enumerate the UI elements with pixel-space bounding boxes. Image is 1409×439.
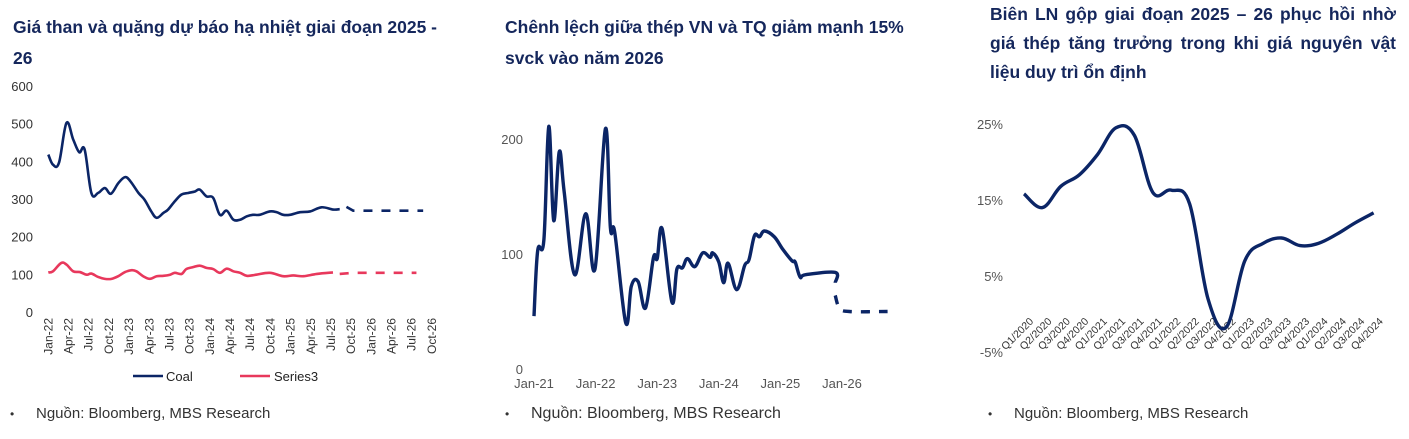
x-tick-label: Oct-24: [263, 318, 277, 354]
x-tick-label: Q3/2021: [1110, 316, 1147, 353]
x-tick-label: Q3/2023: [1257, 316, 1294, 353]
source-text: Nguồn: Bloomberg, MBS Research: [531, 405, 781, 422]
x-tick-label: Apr-23: [142, 318, 156, 354]
x-tick-label: Q1/2023: [1220, 316, 1257, 353]
y-tick-label: 500: [11, 117, 33, 132]
x-tick-label: Jan-24: [203, 318, 217, 355]
x-tick-label: Apr-26: [385, 318, 399, 354]
x-tick-label: Q2/2021: [1091, 316, 1128, 353]
x-tick-label: Q2/2020: [1018, 316, 1055, 353]
coal-line: [47, 120, 340, 222]
x-tick-label: Q1/2021: [1073, 316, 1110, 353]
series3-line: [47, 261, 334, 281]
source-note: • Nguồn: Bloomberg, MBS Research: [505, 405, 781, 423]
x-tick-label: Jan-25: [284, 318, 298, 355]
y-tick-label: 400: [11, 154, 33, 169]
spread-line: [532, 124, 840, 327]
x-tick-label: Q3/2022: [1183, 316, 1220, 353]
x-tick-label: Jan-26: [364, 318, 378, 355]
y-tick-label: 600: [11, 79, 33, 94]
x-tick-label: Jan-22: [41, 318, 55, 355]
y-tick-label: 200: [11, 230, 33, 245]
x-tick-label: Jan-23: [637, 376, 677, 391]
y-tick-label: 300: [11, 192, 33, 207]
y-tick-label: 25%: [977, 117, 1003, 132]
y-tick-label: 15%: [977, 193, 1003, 208]
x-tick-label: Q4/2024: [1349, 316, 1386, 353]
series3-forecast-line: [339, 271, 417, 276]
legend-coal-label: Coal: [166, 369, 193, 384]
x-tick-label: Q3/2020: [1036, 316, 1073, 353]
bullet-icon: •: [505, 407, 510, 421]
source-text: Nguồn: Bloomberg, MBS Research: [1014, 405, 1249, 422]
x-tick-label: Jul-24: [243, 318, 257, 351]
x-tick-label: Q1/2020: [999, 316, 1036, 353]
y-tick-label: 200: [501, 132, 523, 147]
spread-forecast-line: [833, 294, 888, 314]
source-note: • Nguồn: Bloomberg, MBS Research: [988, 405, 1248, 422]
x-tick-label: Q1/2024: [1294, 316, 1331, 353]
x-tick-label: Jul-25: [324, 318, 338, 351]
x-tick-label: Jan-26: [822, 376, 862, 391]
x-tick-label: Apr-25: [304, 318, 318, 354]
coal-forecast-line: [345, 205, 424, 212]
y-tick-label: -5%: [980, 345, 1004, 360]
y-tick-label: 0: [26, 305, 33, 320]
chart-title-coal-ore: Giá than và quặng dự báo hạ nhiệt giai đ…: [13, 17, 437, 68]
x-tick-label: Jan-22: [576, 376, 616, 391]
source-text: Nguồn: Bloomberg, MBS Research: [36, 405, 271, 422]
y-tick-label: 0: [516, 362, 523, 377]
x-tick-label: Apr-24: [223, 318, 237, 354]
y-tick-label: 100: [501, 247, 523, 262]
x-tick-label: Jan-25: [761, 376, 801, 391]
x-tick-label: Q2/2023: [1238, 316, 1275, 353]
x-tick-label: Q3/2024: [1330, 316, 1367, 353]
x-tick-label: Oct-26: [425, 318, 439, 354]
x-tick-label: Q1/2022: [1146, 316, 1183, 353]
x-tick-label: Jul-26: [405, 318, 419, 351]
x-tick-label: Oct-25: [344, 318, 358, 354]
y-tick-label: 5%: [984, 269, 1003, 284]
gross-margin-line: [1022, 123, 1375, 331]
x-tick-label: Apr-22: [61, 318, 75, 354]
x-tick-label: Q4/2021: [1128, 316, 1165, 353]
x-tick-label: Jan-24: [699, 376, 739, 391]
source-note: • Nguồn: Bloomberg, MBS Research: [10, 405, 270, 422]
x-tick-label: Oct-22: [102, 318, 116, 354]
x-tick-label: Oct-23: [183, 318, 197, 354]
bullet-icon: •: [10, 407, 15, 421]
x-tick-label: Jul-23: [162, 318, 176, 351]
chart-title-gross-margin: Biên LN gộp giai đoạn 2025 – 26 phục hồi…: [990, 4, 1396, 82]
x-tick-label: Jan-21: [514, 376, 554, 391]
y-tick-label: 100: [11, 267, 33, 282]
chart-title-steel-spread: Chênh lệch giữa thép VN và TQ giảm mạnh …: [505, 17, 904, 68]
x-tick-label: Q2/2022: [1165, 316, 1202, 353]
bullet-icon: •: [988, 407, 993, 421]
x-tick-label: Q4/2020: [1054, 316, 1091, 353]
x-tick-label: Q4/2023: [1275, 316, 1312, 353]
x-tick-label: Q4/2022: [1202, 316, 1239, 353]
x-tick-label: Jan-23: [122, 318, 136, 355]
x-tick-label: Q2/2024: [1312, 316, 1349, 353]
legend-series3-label: Series3: [274, 369, 318, 384]
x-tick-label: Jul-22: [82, 318, 96, 351]
